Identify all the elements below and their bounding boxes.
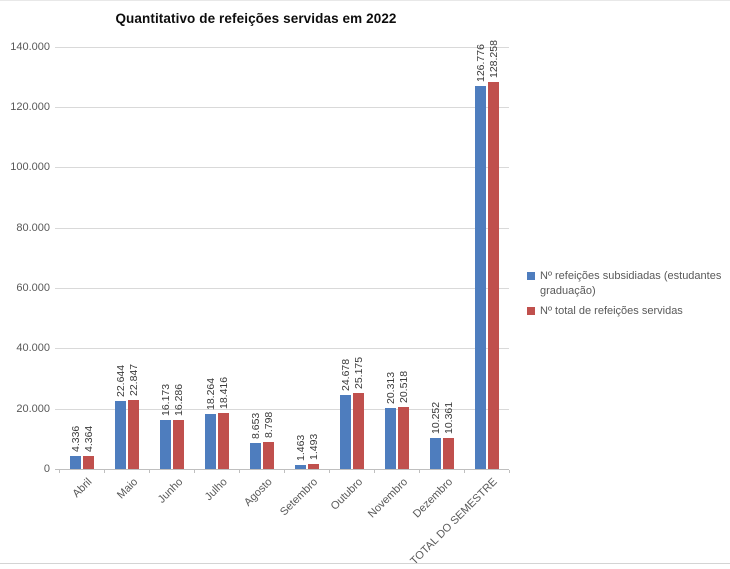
gridline xyxy=(55,287,509,289)
bar-total[interactable] xyxy=(263,442,274,469)
bar-data-label: 20.313 xyxy=(384,371,397,404)
bar-data-label: 18.416 xyxy=(217,376,230,409)
x-axis-tick xyxy=(194,470,195,473)
bar-total[interactable] xyxy=(353,393,364,469)
y-tick-label: 20.000 xyxy=(16,402,50,415)
y-tick-label: 80.000 xyxy=(16,221,50,234)
x-category-label: TOTAL DO SEMESTRE xyxy=(408,476,500,568)
x-axis-tick xyxy=(149,470,150,473)
bar-data-label: 16.286 xyxy=(172,383,185,416)
bar-total[interactable] xyxy=(398,407,409,469)
bar-data-label: 20.518 xyxy=(397,370,410,403)
y-tick-label: 120.000 xyxy=(10,100,50,113)
x-axis-tick xyxy=(239,470,240,473)
bar-data-label: 4.364 xyxy=(82,425,95,452)
bar-data-label: 126.776 xyxy=(474,44,487,82)
bar-data-label: 10.252 xyxy=(429,401,442,434)
x-axis-tick xyxy=(59,470,60,473)
bar-data-label: 24.678 xyxy=(339,358,352,391)
gridline xyxy=(55,46,509,48)
gridline xyxy=(55,227,509,229)
legend-item-total[interactable]: Nº total de refeições servidas xyxy=(527,304,725,319)
bar-subsidiadas[interactable] xyxy=(160,420,171,469)
bar-data-label: 18.264 xyxy=(204,377,217,410)
bar-total[interactable] xyxy=(173,420,184,469)
bar-data-label: 25.175 xyxy=(352,356,365,389)
bar-subsidiadas[interactable] xyxy=(475,86,486,469)
x-axis-line xyxy=(55,469,509,470)
bar-subsidiadas[interactable] xyxy=(385,408,396,469)
bar-data-label: 128.258 xyxy=(487,40,500,78)
gridline xyxy=(55,167,509,169)
bar-total[interactable] xyxy=(488,82,499,469)
x-axis-tick xyxy=(419,470,420,473)
bar-subsidiadas[interactable] xyxy=(340,395,351,469)
x-category-label: Outubro xyxy=(328,476,365,513)
bar-data-label: 8.653 xyxy=(249,412,262,439)
bar-data-label: 16.173 xyxy=(159,383,172,416)
x-axis-tick xyxy=(464,470,465,473)
legend-label: Nº refeições subsidiadas (estudantes gra… xyxy=(540,270,722,297)
worksheet-gridline xyxy=(0,563,730,564)
x-category-label: Novembro xyxy=(365,476,410,521)
bar-subsidiadas[interactable] xyxy=(70,456,81,469)
bar-data-label: 4.336 xyxy=(69,425,82,452)
x-category-label: Julho xyxy=(202,476,230,504)
x-axis-tick xyxy=(509,470,510,473)
y-tick-label: 40.000 xyxy=(16,342,50,355)
bar-subsidiadas[interactable] xyxy=(295,465,306,469)
x-axis-tick xyxy=(329,470,330,473)
bar-total[interactable] xyxy=(218,413,229,469)
legend-marker-icon xyxy=(527,307,535,315)
bar-data-label: 1.463 xyxy=(294,434,307,461)
bar-total[interactable] xyxy=(308,464,319,469)
chart-title: Quantitativo de refeições servidas em 20… xyxy=(115,11,397,26)
x-category-label: Junho xyxy=(155,476,185,506)
x-axis-tick xyxy=(374,470,375,473)
x-axis-tick xyxy=(104,470,105,473)
legend-marker-icon xyxy=(527,272,535,280)
bar-total[interactable] xyxy=(83,456,94,469)
bar-total[interactable] xyxy=(128,400,139,469)
legend-label: Nº total de refeições servidas xyxy=(540,305,683,317)
y-tick-label: 60.000 xyxy=(16,281,50,294)
bar-subsidiadas[interactable] xyxy=(115,401,126,469)
bar-data-label: 22.847 xyxy=(127,363,140,396)
x-category-label: Maio xyxy=(114,476,140,502)
bar-total[interactable] xyxy=(443,438,454,469)
bar-data-label: 22.644 xyxy=(114,364,127,397)
x-category-label: Agosto xyxy=(242,476,275,509)
bar-subsidiadas[interactable] xyxy=(250,443,261,469)
x-category-label: Setembro xyxy=(277,476,320,519)
y-tick-label: 100.000 xyxy=(10,161,50,174)
bar-subsidiadas[interactable] xyxy=(205,414,216,469)
y-tick-label: 140.000 xyxy=(10,40,50,53)
x-axis-tick xyxy=(284,470,285,473)
gridline xyxy=(55,106,509,108)
bar-subsidiadas[interactable] xyxy=(430,438,441,469)
x-category-label: Dezembro xyxy=(410,476,455,521)
legend-item-subsidiadas[interactable]: Nº refeições subsidiadas (estudantes gra… xyxy=(527,269,725,299)
bar-data-label: 10.361 xyxy=(442,401,455,434)
chart-legend: Nº refeições subsidiadas (estudantes gra… xyxy=(527,269,725,324)
bar-data-label: 1.493 xyxy=(307,433,320,460)
bar-data-label: 8.798 xyxy=(262,411,275,438)
y-tick-label: 0 xyxy=(43,463,50,475)
gridline xyxy=(55,408,509,410)
x-category-label: Abril xyxy=(70,476,95,501)
gridline xyxy=(55,348,509,350)
